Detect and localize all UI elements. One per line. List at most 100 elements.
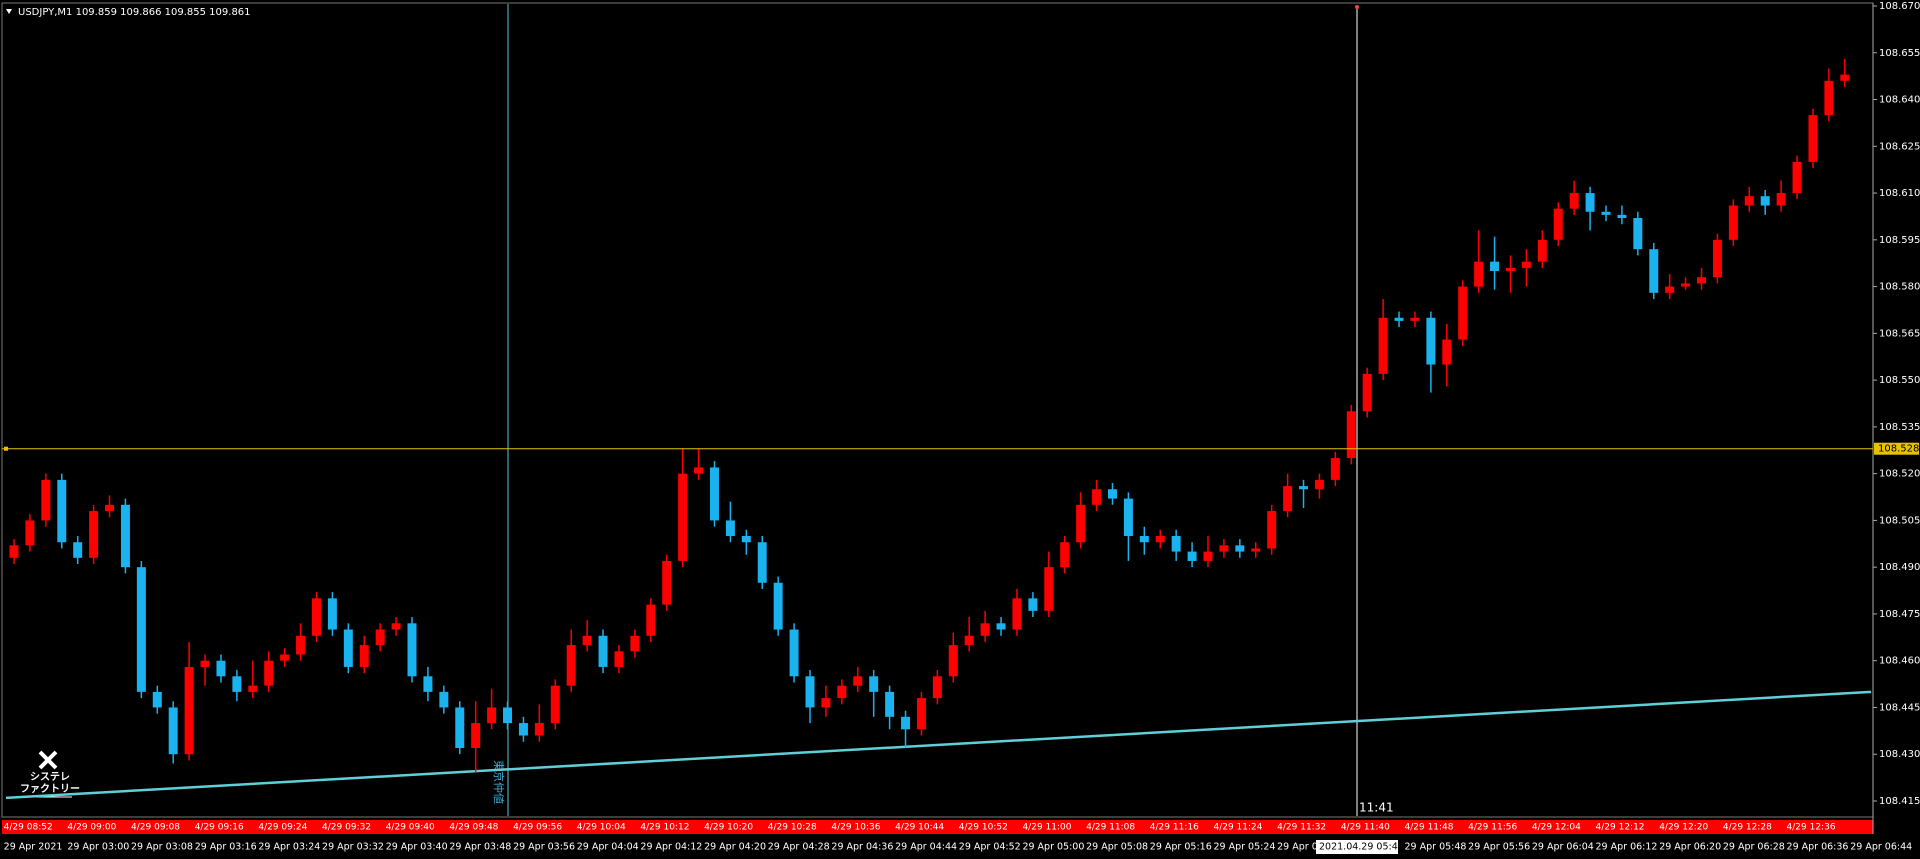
local-time-label: 4/29 12:20 — [1659, 823, 1708, 833]
y-tick-label: 108.580 — [1879, 282, 1920, 293]
candle-body — [248, 685, 258, 692]
hline-anchor — [4, 446, 8, 451]
candle-body — [232, 676, 242, 692]
candle-body — [630, 635, 640, 652]
candle-body — [566, 645, 576, 686]
candle-body — [168, 707, 178, 755]
candle-body — [773, 582, 783, 630]
candle-body — [996, 623, 1006, 630]
x-tick-label: 29 Apr 06:28 — [1723, 842, 1785, 853]
candle-body — [1697, 277, 1707, 284]
y-tick-label: 108.610 — [1879, 188, 1920, 199]
candle-body — [725, 520, 735, 536]
candle-body — [916, 698, 926, 730]
candle-body — [1633, 218, 1643, 250]
candle-body — [89, 511, 99, 558]
y-tick-label: 108.520 — [1879, 469, 1920, 480]
candle-body — [932, 676, 942, 699]
local-time-label: 4/29 09:08 — [131, 823, 180, 833]
candle-body — [1330, 458, 1340, 480]
local-time-label: 4/29 12:12 — [1596, 823, 1645, 833]
candle-body — [1410, 317, 1420, 321]
local-time-label: 4/29 11:00 — [1022, 823, 1071, 833]
y-tick-label: 108.430 — [1879, 749, 1920, 760]
local-time-label: 4/29 09:00 — [67, 823, 116, 833]
x-tick-label: 29 Apr 06:36 — [1787, 842, 1849, 853]
y-tick-label: 108.655 — [1879, 48, 1920, 59]
candle-body — [853, 676, 863, 686]
local-time-label: 4/29 12:28 — [1723, 823, 1772, 833]
candle-body — [518, 723, 528, 736]
candle-body — [73, 542, 83, 558]
x-tick-label: 29 Apr 03:56 — [513, 842, 575, 853]
candle-body — [1028, 598, 1038, 611]
x-tick-label: 29 Apr 05:00 — [1022, 842, 1084, 853]
x-tick-label: 29 Apr 03:32 — [322, 842, 384, 853]
logo-line: ファクトリー — [20, 783, 80, 795]
y-tick-label: 108.505 — [1879, 515, 1920, 526]
y-tick-label: 108.640 — [1879, 95, 1920, 106]
local-time-label: 4/29 09:56 — [513, 823, 562, 833]
local-time-label: 4/29 10:12 — [640, 823, 689, 833]
y-tick-label: 108.625 — [1879, 141, 1920, 152]
candle-body — [1744, 196, 1754, 206]
y-tick-label: 108.490 — [1879, 562, 1920, 573]
candle-body — [1060, 542, 1070, 568]
candle-body — [1474, 261, 1484, 287]
x-tick-label: 29 Apr 03:08 — [131, 842, 193, 853]
candle-body — [885, 691, 895, 717]
x-tick-label: 29 Apr 04:20 — [704, 842, 766, 853]
y-tick-label: 108.670 — [1879, 1, 1920, 12]
candle-body — [487, 707, 497, 724]
local-time-label: 4/29 10:36 — [831, 823, 880, 833]
candle-body — [25, 520, 35, 546]
candle-body — [1442, 339, 1452, 365]
candle-body — [200, 660, 210, 667]
candle-body — [1585, 193, 1595, 212]
candle-body — [264, 660, 274, 686]
x-tick-label: 29 Apr 05:56 — [1468, 842, 1530, 853]
local-time-label: 4/29 10:20 — [704, 823, 753, 833]
tokyo-fix-label: 東京仲値 — [492, 760, 506, 804]
candle-body — [694, 467, 704, 474]
symbol-icon — [6, 9, 12, 14]
candle-body — [1107, 489, 1117, 499]
candle-body — [901, 716, 911, 730]
candle-body — [709, 467, 719, 521]
hline-label: 108.528 — [1878, 444, 1919, 455]
candle-body — [1012, 598, 1022, 630]
local-time-label: 4/29 09:32 — [322, 823, 371, 833]
hline-label-box — [1874, 442, 1919, 455]
candle-body — [678, 473, 688, 561]
local-time-label: 4/29 11:32 — [1277, 823, 1326, 833]
candle-body — [41, 479, 51, 521]
x-tick-label: 29 Apr 05:24 — [1213, 842, 1275, 853]
candle-body — [534, 723, 544, 736]
candle-body — [1092, 489, 1102, 505]
chart-title: USDJPY,M1 109.859 109.866 109.855 109.86… — [18, 7, 251, 18]
candle-body — [1346, 411, 1356, 459]
y-tick-label: 108.415 — [1879, 796, 1920, 807]
logo-line: システレ — [30, 771, 70, 783]
x-tick-label: 29 Apr 04:12 — [640, 842, 702, 853]
candle-body — [327, 598, 337, 630]
candle-body — [741, 536, 751, 543]
candle-body — [1490, 261, 1500, 271]
crosshair-time: 11:41 — [1359, 801, 1394, 815]
trendline — [5, 690, 1872, 800]
x-tick-label: 29 Apr 04:28 — [768, 842, 830, 853]
candle-body — [1776, 193, 1786, 206]
candle-body — [503, 707, 513, 724]
candle-body — [1617, 214, 1627, 218]
candle-body — [662, 560, 672, 605]
local-time-label: 4/29 09:16 — [195, 823, 244, 833]
candle-body — [1505, 267, 1515, 271]
candle-body — [1299, 486, 1309, 490]
x-tick-label: 29 Apr 03:00 — [67, 842, 129, 853]
x-tick-label: 29 Apr 04:36 — [831, 842, 893, 853]
candle-body — [821, 698, 831, 708]
candle-body — [455, 707, 465, 748]
y-tick-label: 108.565 — [1879, 328, 1920, 339]
